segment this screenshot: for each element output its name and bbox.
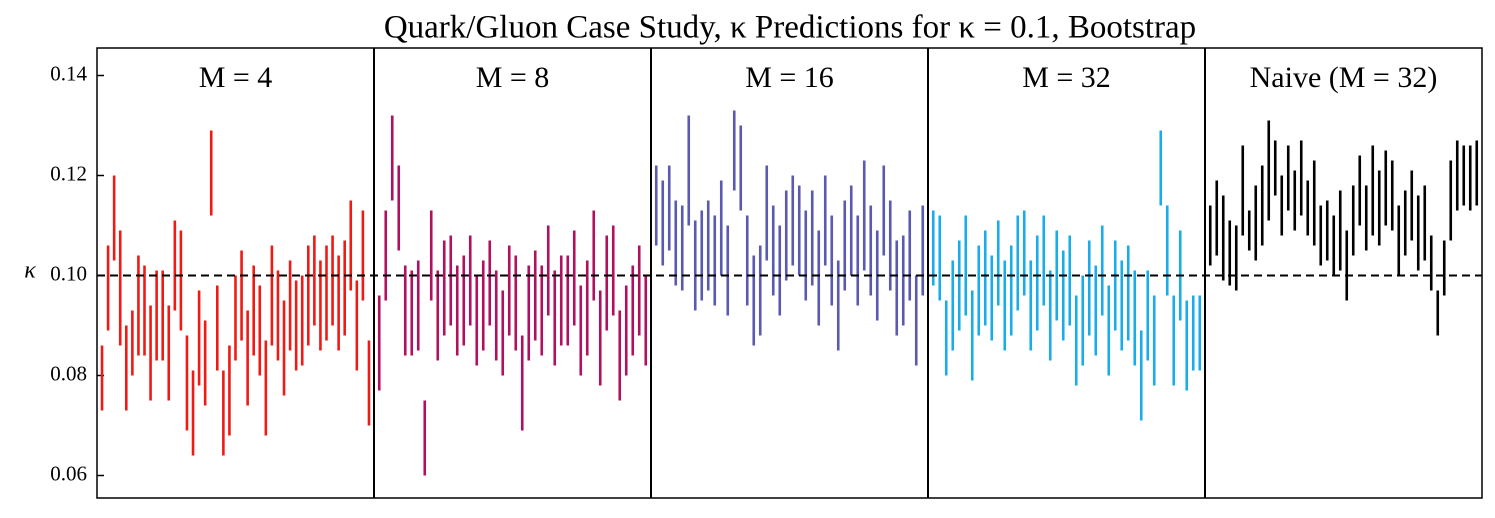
y-tick-label: 0.14 (50, 61, 87, 85)
panel-title: M = 32 (1022, 61, 1111, 94)
y-tick-label: 0.06 (50, 461, 87, 485)
chart-title: Quark/Gluon Case Study, κ Predictions fo… (384, 10, 1196, 46)
panel-title: M = 4 (199, 61, 273, 94)
panel-title: M = 8 (476, 61, 550, 94)
panel-title: M = 16 (745, 61, 834, 94)
panel-title: Naive (M = 32) (1250, 61, 1438, 94)
y-tick-label: 0.12 (50, 161, 87, 185)
y-axis-label: κ (24, 258, 36, 284)
y-tick-label: 0.10 (50, 261, 87, 285)
plot-frame (96, 47, 1483, 499)
y-tick-label: 0.08 (50, 361, 87, 385)
